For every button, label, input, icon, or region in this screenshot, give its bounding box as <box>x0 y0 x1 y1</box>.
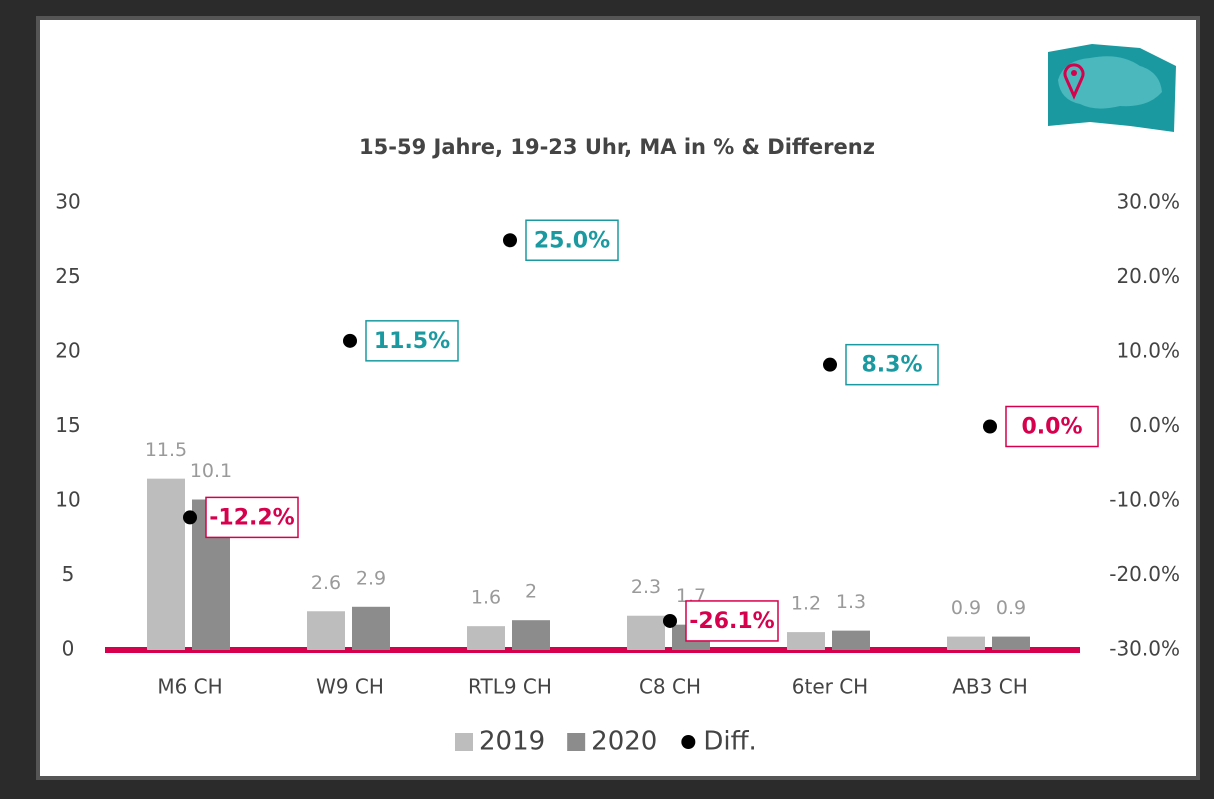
x-tick-label: AB3 CH <box>952 675 1028 699</box>
value-label: 2.6 <box>311 572 341 594</box>
bar <box>512 620 550 650</box>
y-tick-label: 20 <box>55 339 80 363</box>
y2-tick-label: 0.0% <box>1129 413 1180 437</box>
diff-dot <box>983 420 997 434</box>
diff-label: 11.5% <box>374 329 450 354</box>
panel <box>38 18 1198 778</box>
x-tick-label: C8 CH <box>639 675 701 699</box>
value-label: 0.9 <box>996 597 1026 619</box>
x-tick-label: W9 CH <box>316 675 384 699</box>
legend-marker <box>455 733 473 751</box>
bar <box>992 637 1030 650</box>
page: {"chart_data": {"type": "bar", "title": … <box>0 0 1214 799</box>
diff-label: 25.0% <box>534 228 610 253</box>
y-tick-label: 25 <box>55 264 80 288</box>
bar <box>947 637 985 650</box>
y-tick-label: 30 <box>55 190 80 214</box>
y2-tick-label: 30.0% <box>1116 190 1180 214</box>
value-label: 1.2 <box>791 593 821 615</box>
value-label: 2 <box>525 581 537 603</box>
chart: 15-59 Jahre, 19-23 Uhr, MA in % & Differ… <box>0 0 1214 799</box>
y2-tick-label: -20.0% <box>1109 562 1180 586</box>
bar <box>467 626 505 650</box>
bar <box>832 631 870 650</box>
x-tick-label: M6 CH <box>157 675 222 699</box>
diff-dot <box>823 358 837 372</box>
value-label: 0.9 <box>951 597 981 619</box>
y-tick-label: 10 <box>55 488 80 512</box>
diff-dot <box>343 334 357 348</box>
bar <box>787 632 825 650</box>
y2-tick-label: 20.0% <box>1116 264 1180 288</box>
x-tick-label: RTL9 CH <box>468 675 552 699</box>
legend-label: Diff. <box>703 727 756 757</box>
y2-tick-label: -30.0% <box>1109 637 1180 661</box>
diff-dot <box>183 510 197 524</box>
chart-title: 15-59 Jahre, 19-23 Uhr, MA in % & Differ… <box>359 135 875 159</box>
bar <box>307 611 345 650</box>
diff-label: -12.2% <box>209 505 294 530</box>
value-label: 11.5 <box>145 439 187 461</box>
value-label: 2.3 <box>631 576 661 598</box>
legend-label: 2020 <box>591 727 657 757</box>
legend-marker <box>681 735 695 749</box>
legend-label: 2019 <box>479 727 545 757</box>
value-label: 2.9 <box>356 567 386 589</box>
map-icon <box>1048 44 1176 132</box>
y2-tick-label: -10.0% <box>1109 488 1180 512</box>
legend-marker <box>567 733 585 751</box>
x-tick-label: 6ter CH <box>792 675 868 699</box>
diff-dot <box>503 233 517 247</box>
y-tick-label: 15 <box>55 413 80 437</box>
diff-dot <box>663 614 677 628</box>
bar <box>147 479 185 650</box>
y-tick-label: 5 <box>62 562 75 586</box>
y2-tick-label: 10.0% <box>1116 339 1180 363</box>
diff-label: -26.1% <box>689 609 774 634</box>
bar <box>352 607 390 650</box>
diff-label: 8.3% <box>861 353 922 378</box>
value-label: 1.3 <box>836 591 866 613</box>
bar <box>627 616 665 650</box>
y-tick-label: 0 <box>62 637 75 661</box>
value-label: 10.1 <box>190 460 232 482</box>
value-label: 1.6 <box>471 587 501 609</box>
diff-label: 0.0% <box>1021 415 1082 440</box>
